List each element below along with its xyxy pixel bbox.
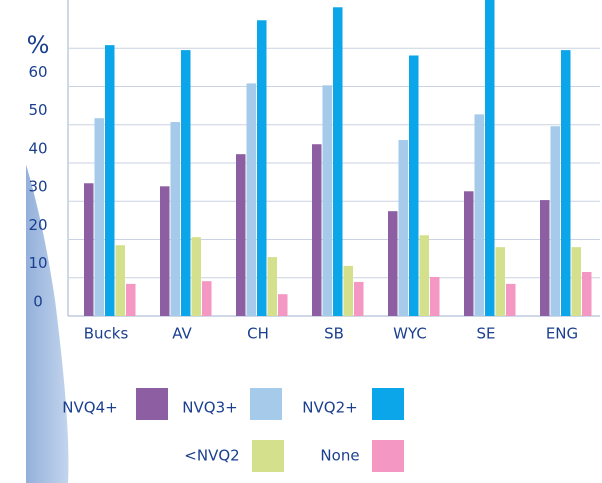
bar [388, 211, 398, 316]
y-tick-label: 40 [28, 139, 47, 157]
y-tick-label: 0 [33, 293, 43, 311]
bar [430, 276, 440, 316]
y-tick-label: % [27, 31, 50, 59]
legend-label: <NVQ2 [184, 447, 239, 465]
y-tick-label: 10 [28, 254, 47, 272]
bar [398, 140, 408, 316]
y-tick-label: 60 [28, 63, 47, 81]
bar [540, 200, 550, 316]
bar [506, 283, 516, 316]
bar [105, 45, 115, 317]
bar [354, 281, 364, 316]
legend-swatch [250, 388, 282, 420]
bar [257, 20, 267, 316]
legend-label: NVQ4+ [62, 399, 117, 417]
bar [474, 114, 484, 316]
bar [160, 186, 170, 316]
legend-swatch [372, 388, 404, 420]
bar [343, 265, 353, 316]
bar [550, 126, 560, 316]
bar [170, 122, 180, 316]
legend-swatch [252, 440, 284, 472]
y-tick-label: 30 [28, 178, 47, 196]
y-tick-label: 20 [28, 216, 47, 234]
margin-curve [0, 60, 16, 483]
bar [312, 144, 322, 316]
x-tick-label: Bucks [84, 325, 129, 343]
bar [582, 272, 592, 316]
bar [561, 50, 571, 317]
bar [267, 257, 277, 316]
legend-swatch [136, 388, 168, 420]
bar [419, 235, 429, 316]
bar [464, 191, 474, 316]
bar [94, 118, 104, 316]
x-tick-label: SE [477, 325, 496, 343]
bar [202, 281, 212, 316]
bar [485, 0, 495, 316]
bar [126, 283, 136, 316]
bar [322, 85, 332, 316]
y-tick-label: 50 [28, 101, 47, 119]
legend-label: NVQ3+ [182, 399, 237, 417]
bar [181, 50, 191, 317]
x-tick-label: WYC [393, 325, 427, 343]
bar [571, 247, 581, 316]
bar [115, 245, 125, 316]
bar [495, 247, 505, 316]
bar [278, 294, 288, 316]
legend-label: None [320, 447, 359, 465]
bar [236, 154, 246, 316]
x-tick-label: AV [172, 325, 192, 343]
x-tick-label: ENG [546, 325, 578, 343]
bar [333, 7, 343, 316]
legend-swatch [372, 440, 404, 472]
x-tick-label: SB [324, 325, 344, 343]
x-tick-label: CH [247, 325, 269, 343]
bar [246, 83, 256, 317]
bar [84, 183, 94, 316]
bar [191, 237, 201, 316]
bar [409, 55, 419, 316]
legend-label: NVQ2+ [302, 399, 357, 417]
